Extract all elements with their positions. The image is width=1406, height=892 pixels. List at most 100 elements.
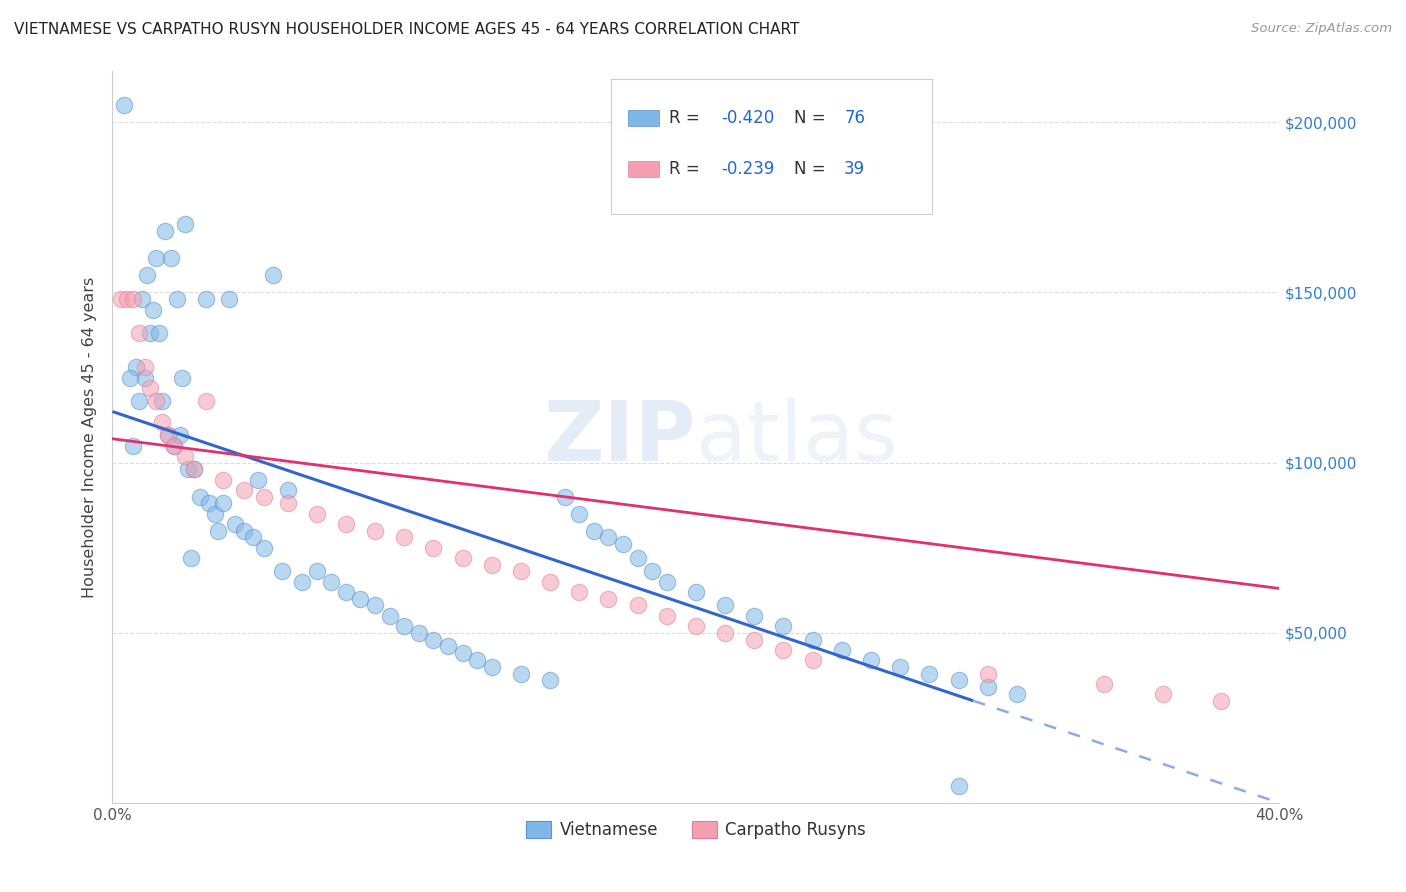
Point — [655, 608, 678, 623]
Point — [976, 680, 998, 694]
Text: R =: R = — [669, 109, 706, 128]
Point — [218, 293, 240, 307]
FancyBboxPatch shape — [628, 161, 658, 178]
Point — [772, 619, 794, 633]
Point — [180, 550, 202, 565]
Point — [160, 252, 183, 266]
Point — [422, 632, 444, 647]
Point — [831, 642, 853, 657]
Point — [122, 293, 145, 307]
Point — [801, 632, 824, 647]
Point — [408, 625, 430, 640]
Text: Source: ZipAtlas.com: Source: ZipAtlas.com — [1251, 22, 1392, 36]
Point — [742, 608, 765, 623]
Point — [131, 293, 153, 307]
Point — [142, 302, 165, 317]
Point — [1209, 694, 1232, 708]
Point — [174, 449, 197, 463]
Point — [247, 473, 270, 487]
Point — [276, 496, 298, 510]
Point — [163, 439, 186, 453]
Point — [156, 428, 179, 442]
Point — [253, 490, 276, 504]
Point — [224, 516, 246, 531]
Text: VIETNAMESE VS CARPATHO RUSYN HOUSEHOLDER INCOME AGES 45 - 64 YEARS CORRELATION C: VIETNAMESE VS CARPATHO RUSYN HOUSEHOLDER… — [14, 22, 800, 37]
Point — [212, 473, 235, 487]
Point — [177, 462, 200, 476]
Point — [112, 98, 135, 112]
Point — [118, 370, 141, 384]
Point — [136, 268, 159, 283]
Point — [582, 524, 605, 538]
Point — [918, 666, 941, 681]
Point — [860, 653, 883, 667]
Point — [1005, 687, 1028, 701]
Point — [598, 531, 620, 545]
Point — [394, 531, 416, 545]
Point — [134, 370, 156, 384]
Point — [166, 293, 188, 307]
Text: R =: R = — [669, 161, 706, 178]
Point — [627, 599, 650, 613]
Point — [685, 619, 707, 633]
Y-axis label: Householder Income Ages 45 - 64 years: Householder Income Ages 45 - 64 years — [82, 277, 97, 598]
Point — [801, 653, 824, 667]
Text: ZIP: ZIP — [544, 397, 696, 477]
Text: 76: 76 — [844, 109, 865, 128]
Point — [197, 496, 219, 510]
Point — [976, 666, 998, 681]
Point — [183, 462, 205, 476]
Point — [364, 524, 387, 538]
FancyBboxPatch shape — [628, 111, 658, 126]
Point — [554, 490, 576, 504]
Point — [742, 632, 765, 647]
Point — [422, 541, 444, 555]
Point — [598, 591, 620, 606]
Point — [378, 608, 401, 623]
Text: -0.420: -0.420 — [721, 109, 775, 128]
Point — [349, 591, 371, 606]
Point — [128, 394, 150, 409]
Point — [641, 565, 664, 579]
Point — [714, 625, 737, 640]
Point — [145, 394, 167, 409]
Point — [568, 507, 591, 521]
Point — [451, 646, 474, 660]
Point — [1152, 687, 1174, 701]
Text: -0.239: -0.239 — [721, 161, 775, 178]
Text: N =: N = — [794, 109, 831, 128]
Point — [276, 483, 298, 497]
Point — [291, 574, 314, 589]
Point — [150, 415, 173, 429]
Point — [148, 326, 170, 341]
Point — [169, 428, 191, 442]
Point — [122, 439, 145, 453]
Point — [364, 599, 387, 613]
Point — [335, 585, 357, 599]
Text: atlas: atlas — [696, 397, 897, 477]
Point — [437, 640, 460, 654]
Point — [714, 599, 737, 613]
Point — [125, 360, 148, 375]
Point — [948, 673, 970, 688]
Point — [262, 268, 284, 283]
Point — [481, 558, 503, 572]
Point — [655, 574, 678, 589]
Point — [232, 483, 254, 497]
Point — [150, 394, 173, 409]
Point — [335, 516, 357, 531]
Point — [509, 565, 531, 579]
Point — [110, 293, 132, 307]
Point — [270, 565, 292, 579]
Point — [685, 585, 707, 599]
Point — [465, 653, 488, 667]
Legend: Vietnamese, Carpatho Rusyns: Vietnamese, Carpatho Rusyns — [520, 814, 872, 846]
Point — [115, 293, 138, 307]
Point — [174, 218, 197, 232]
Point — [172, 370, 194, 384]
FancyBboxPatch shape — [610, 78, 932, 214]
Point — [128, 326, 150, 341]
Point — [394, 619, 416, 633]
Point — [948, 779, 970, 793]
Point — [627, 550, 650, 565]
